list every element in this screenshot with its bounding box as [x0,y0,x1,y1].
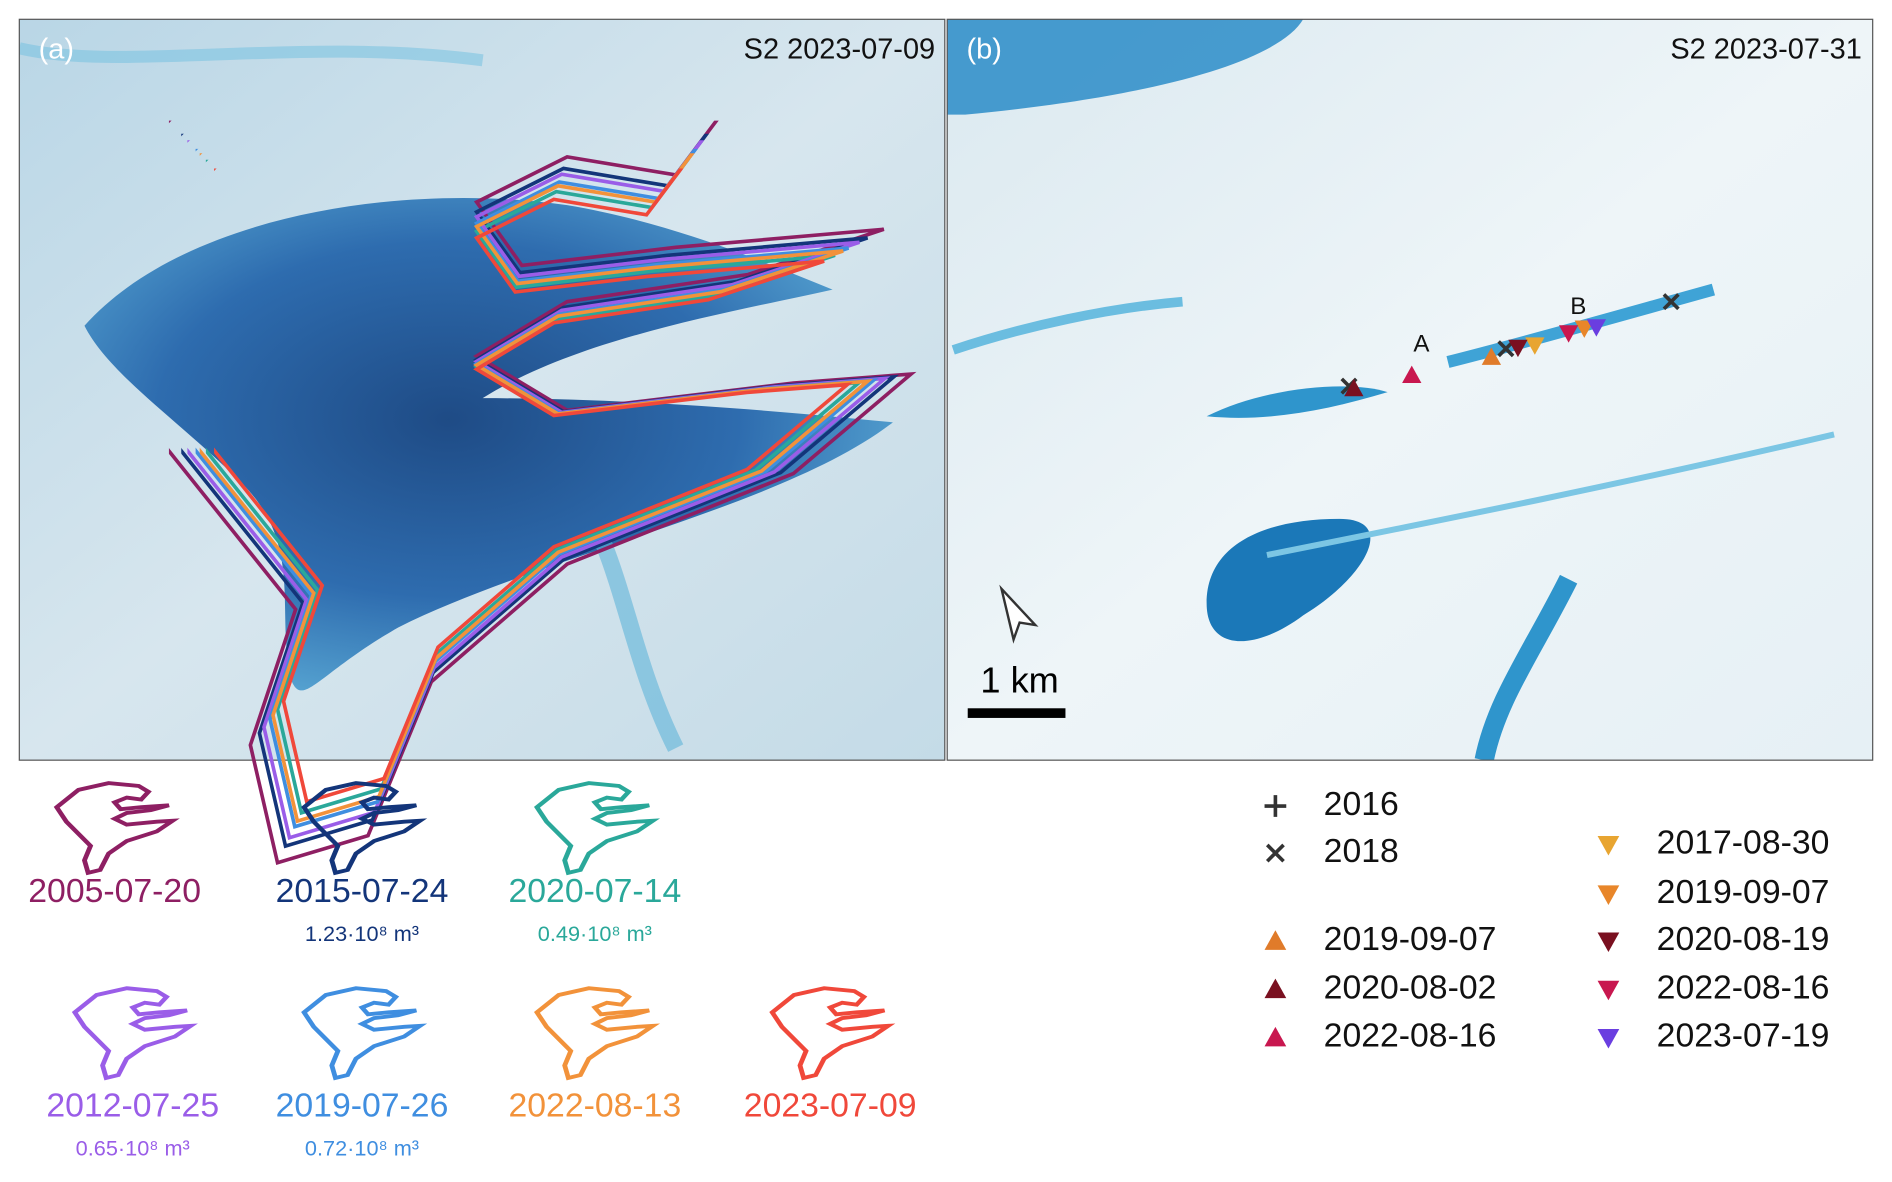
marker-symbol [1264,795,1287,817]
legend-outline [301,986,428,1081]
legend-date: 2012-07-25 [46,1087,219,1125]
marker-symbol [1597,835,1620,856]
marker-symbol [1344,378,1364,397]
panel-caption: S2 2023-07-09 [744,33,935,65]
marker-symbol [1508,339,1528,358]
generated: 2005-07-20 2015-07-24 1.23·10⁸ m³ 2020-07-1… [28,120,1830,1161]
marker-symbol [1662,293,1680,311]
lake-outline [168,120,917,866]
legend-date: 2019-07-26 [276,1087,449,1125]
point-label: A [1413,330,1430,357]
marker-symbol [1558,325,1579,343]
marker-label: 2022-08-16 [1324,1017,1497,1055]
lake-outline [199,153,874,824]
marker-symbol [1597,980,1620,1001]
marker-symbol [1525,337,1545,355]
legend-outline [301,781,428,876]
legend-date: 2022-08-13 [509,1087,682,1125]
point-label: B [1570,293,1586,320]
marker-symbol [1264,978,1287,999]
legend-outline [533,986,661,1081]
marker-label: 2019-09-07 [1657,873,1830,911]
panel-b-frame [946,18,1874,761]
north-arrow [999,584,1039,644]
panel-a-image [19,19,945,761]
legend-volume: 0.72·10⁸ m³ [305,1136,419,1161]
marker-symbol [1264,1026,1287,1047]
scale-bar [967,708,1066,718]
marker-label: 2023-07-19 [1657,1017,1830,1055]
marker-label: 2019-09-07 [1324,920,1497,958]
marker-symbol [1264,930,1287,950]
legend-outline [53,781,180,876]
marker-label: 2020-08-02 [1324,968,1497,1006]
marker-symbol [1597,932,1620,953]
marker-symbol [1574,320,1594,338]
panel-b-image [947,19,1873,761]
marker-symbol [1597,885,1620,905]
legend-volume: 0.65·10⁸ m³ [76,1136,190,1161]
marker-label: 2018 [1324,832,1399,870]
legend-date: 2005-07-20 [28,872,201,910]
legend-outline [71,986,198,1081]
marker-symbol [1265,843,1285,863]
marker-label: 2020-08-19 [1657,920,1830,958]
panel-label: (a) [39,33,74,65]
panel-a-frame [18,18,946,761]
legend-volume: 1.23·10⁸ m³ [305,921,419,946]
lake-outline [214,168,853,804]
legend-outline [533,781,661,876]
marker-symbol [1481,347,1502,365]
marker-symbol [1586,319,1607,337]
legend-date: 2020-07-14 [509,872,682,910]
marker-label: 2022-08-16 [1657,968,1830,1006]
marker-label: 2017-08-30 [1657,824,1830,862]
legend-outline [769,986,896,1081]
legend-volume: 0.49·10⁸ m³ [538,921,652,946]
legend-date: 2015-07-24 [276,872,449,910]
panel-caption: S2 2023-07-31 [1670,33,1861,65]
legend-date: 2023-07-09 [744,1087,917,1125]
scale-label: 1 km [980,660,1058,701]
marker-label: 2016 [1324,785,1399,823]
marker-symbol [1402,365,1422,383]
panel-label: (b) [967,33,1002,65]
marker-symbol [1597,1029,1620,1049]
lake-outline [187,140,891,841]
